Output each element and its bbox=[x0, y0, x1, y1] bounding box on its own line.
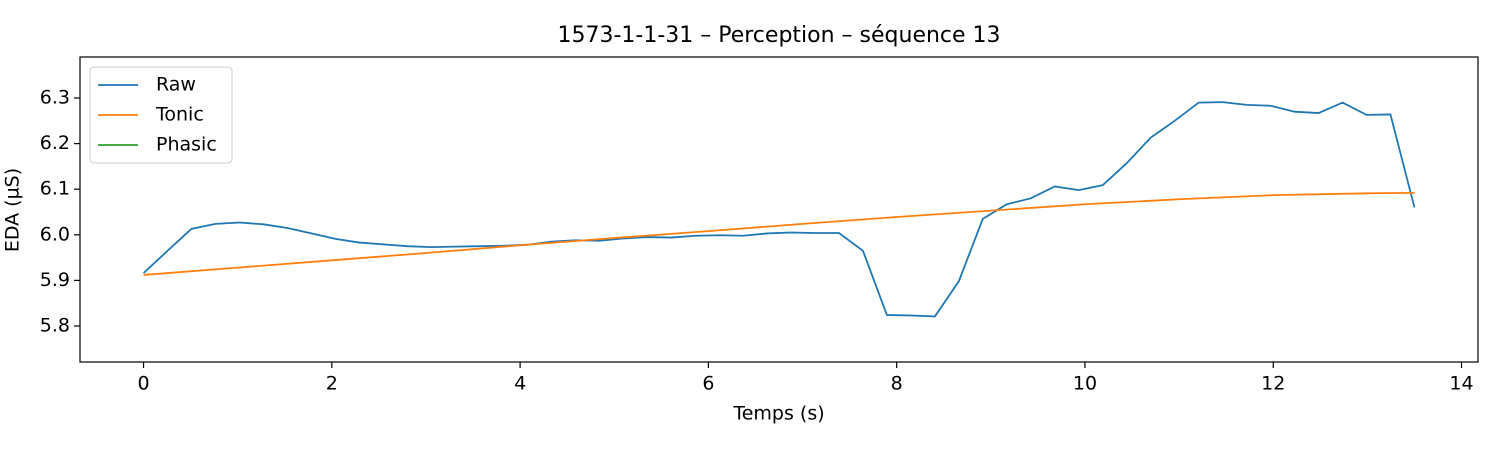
series-line bbox=[143, 191, 1415, 276]
y-tick-label: 5.8 bbox=[40, 314, 70, 336]
y-tick-label: 6.2 bbox=[40, 132, 70, 154]
x-tick-label: 12 bbox=[1261, 373, 1285, 395]
chart-title: 1573-1-1-31 – Perception – séquence 13 bbox=[557, 23, 1000, 48]
x-tick-label: 4 bbox=[514, 373, 526, 395]
legend: Raw Tonic Phasic bbox=[89, 66, 233, 164]
legend-label: Phasic bbox=[156, 134, 217, 156]
y-tick-label: 6.1 bbox=[40, 178, 70, 200]
legend-label: Raw bbox=[156, 74, 196, 96]
legend-label: Tonic bbox=[155, 104, 204, 126]
x-axis-label: Temps (s) bbox=[732, 403, 824, 425]
series-line bbox=[142, 101, 1416, 318]
plot-frame bbox=[79, 56, 1479, 363]
x-tick-label: 8 bbox=[891, 373, 903, 395]
x-tick-label: 10 bbox=[1073, 373, 1097, 395]
legend-box bbox=[89, 66, 233, 164]
x-tick-label: 0 bbox=[137, 373, 149, 395]
x-tick-label: 2 bbox=[326, 373, 338, 395]
y-tick-label: 5.9 bbox=[40, 269, 70, 291]
y-axis-label: EDA (µS) bbox=[2, 168, 24, 252]
x-tick-label: 6 bbox=[702, 373, 714, 395]
x-tick-label: 14 bbox=[1449, 373, 1473, 395]
y-tick-label: 6.0 bbox=[40, 223, 70, 245]
y-tick-label: 6.3 bbox=[40, 87, 70, 109]
